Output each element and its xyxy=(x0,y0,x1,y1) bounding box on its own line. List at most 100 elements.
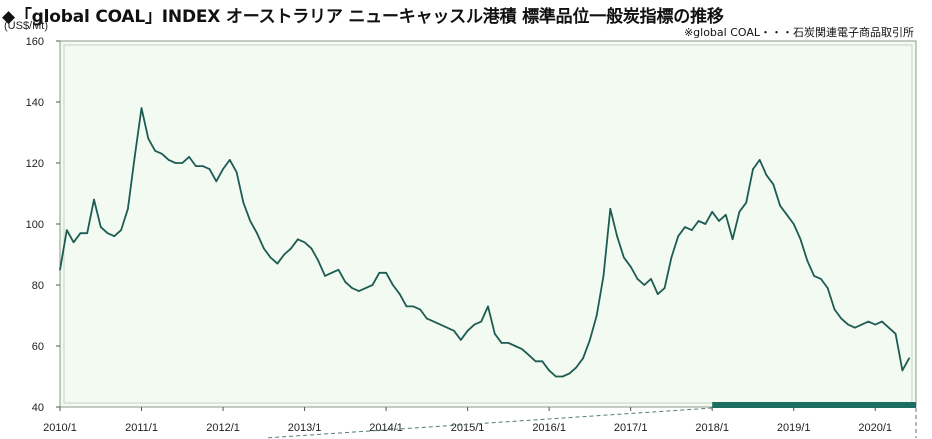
data-point xyxy=(466,329,469,332)
data-point xyxy=(242,201,245,204)
data-point xyxy=(813,275,815,277)
y-tick-label: 60 xyxy=(32,341,44,353)
data-point xyxy=(752,168,754,170)
data-point xyxy=(86,232,88,234)
data-point xyxy=(392,284,394,286)
data-point xyxy=(351,287,353,289)
data-point xyxy=(317,259,319,262)
data-point xyxy=(820,278,822,280)
data-point xyxy=(847,323,849,326)
y-tick-label: 160 xyxy=(26,36,44,48)
data-point xyxy=(99,226,102,228)
y-tick-label: 40 xyxy=(32,402,44,414)
data-point xyxy=(514,345,516,347)
data-point xyxy=(337,268,340,271)
data-point xyxy=(704,223,707,225)
data-point xyxy=(65,229,68,231)
data-point xyxy=(616,235,618,237)
data-point xyxy=(908,357,911,360)
data-point xyxy=(548,369,550,372)
x-tick-label: 2020/1 xyxy=(858,422,892,434)
data-point xyxy=(575,366,578,369)
data-point xyxy=(500,342,503,344)
data-point xyxy=(154,150,156,152)
data-point xyxy=(555,375,557,378)
data-point xyxy=(344,281,347,283)
data-point xyxy=(888,326,890,329)
data-point xyxy=(711,211,713,213)
data-point xyxy=(426,317,428,320)
data-point xyxy=(534,360,537,363)
data-point xyxy=(93,198,95,201)
data-point xyxy=(609,207,612,210)
x-tick-label: 2017/1 xyxy=(614,422,648,434)
data-point xyxy=(127,207,129,210)
data-point xyxy=(826,287,829,289)
data-point xyxy=(521,348,523,350)
data-point xyxy=(663,287,666,289)
data-point xyxy=(718,220,720,222)
data-point xyxy=(290,247,292,250)
data-point xyxy=(188,156,190,158)
data-point xyxy=(650,278,652,280)
data-point xyxy=(330,272,333,274)
series-line xyxy=(59,107,910,378)
plot-area xyxy=(59,40,917,408)
data-point xyxy=(629,265,632,268)
data-point xyxy=(527,354,530,356)
data-point xyxy=(758,159,761,161)
x-tick-label: 2016/1 xyxy=(532,422,566,434)
data-point xyxy=(507,342,510,344)
data-point xyxy=(779,204,781,207)
data-point xyxy=(296,238,299,241)
y-tick-label: 80 xyxy=(32,280,44,292)
data-point xyxy=(140,107,143,109)
data-point xyxy=(215,180,218,183)
x-tick-label: 2018/1 xyxy=(695,422,729,434)
data-point xyxy=(460,339,462,341)
data-point xyxy=(398,293,401,295)
data-point xyxy=(167,159,170,161)
data-point xyxy=(731,238,734,241)
data-point xyxy=(487,305,489,308)
x-tick-label: 2019/1 xyxy=(777,422,811,434)
data-point xyxy=(59,268,61,271)
data-point xyxy=(840,317,843,320)
data-point xyxy=(364,287,367,289)
data-point xyxy=(602,275,605,277)
highlight-band xyxy=(712,402,916,408)
data-point xyxy=(881,320,883,323)
data-point xyxy=(724,214,727,216)
data-point xyxy=(263,247,265,250)
data-point xyxy=(799,238,802,241)
data-point xyxy=(493,333,496,335)
data-point xyxy=(894,333,897,335)
data-point xyxy=(72,241,75,244)
data-point xyxy=(120,229,122,231)
data-point xyxy=(623,256,625,259)
data-point xyxy=(283,253,285,256)
y-tick-label: 120 xyxy=(26,158,44,170)
data-point xyxy=(371,284,374,286)
x-tick-label: 2010/1 xyxy=(43,422,77,434)
x-tick-label: 2014/1 xyxy=(369,422,403,434)
chart-subtitle: ※global COAL・・・石炭関連電子商品取引所 xyxy=(683,26,914,39)
data-point xyxy=(677,235,680,237)
data-point xyxy=(684,226,686,228)
data-point xyxy=(113,235,116,237)
data-point xyxy=(643,284,646,286)
data-point xyxy=(432,320,435,323)
data-point xyxy=(310,247,313,250)
plot-inner-frame xyxy=(63,44,913,404)
zoom-guide-left xyxy=(264,407,713,439)
data-point xyxy=(106,232,109,234)
y-axis-unit: (US$/Mt) xyxy=(4,20,48,32)
data-point xyxy=(222,168,224,170)
x-tick-label: 2012/1 xyxy=(206,422,240,434)
data-point xyxy=(378,272,381,274)
data-point xyxy=(174,162,177,164)
data-point xyxy=(385,272,387,274)
data-point xyxy=(792,223,795,225)
data-point xyxy=(235,171,238,173)
data-point xyxy=(324,275,326,277)
